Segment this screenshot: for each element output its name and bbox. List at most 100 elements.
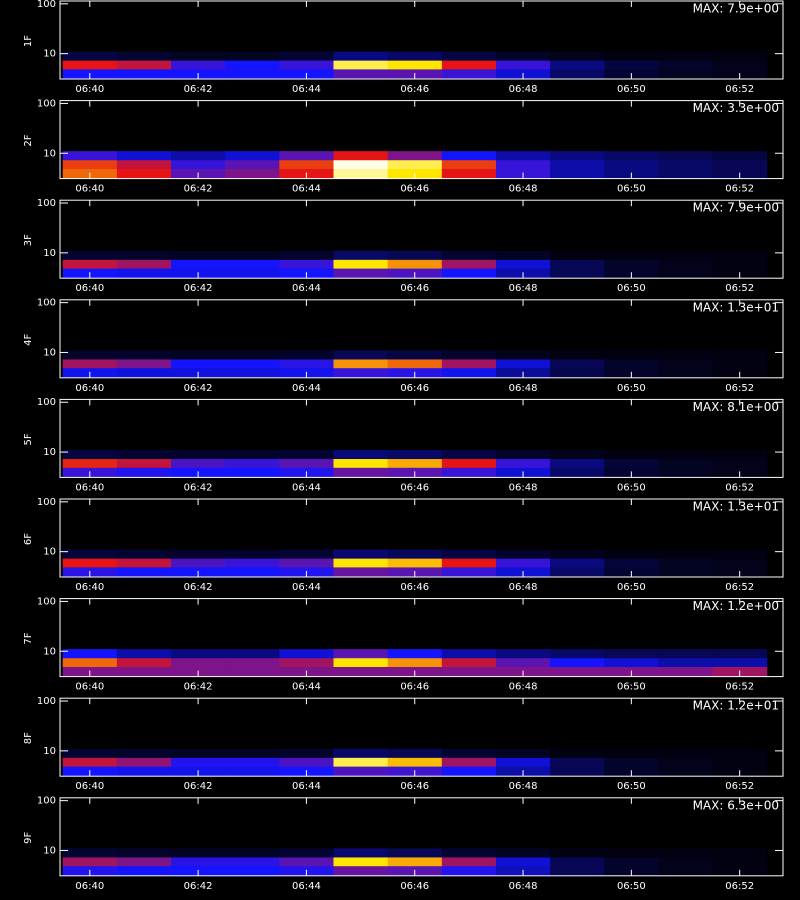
- axis-frame: [59, 697, 784, 777]
- x-tick-label: 06:40: [75, 383, 104, 394]
- heat-cell: [387, 649, 443, 659]
- heat-cell: [279, 51, 334, 61]
- heat-cell: [441, 848, 497, 858]
- y-tick-label: 10: [43, 746, 56, 757]
- x-tick-label: 06:42: [184, 84, 213, 95]
- x-tick-label: 06:44: [292, 283, 321, 294]
- heat-cell: [604, 649, 659, 659]
- x-tick-label: 06:52: [725, 582, 754, 593]
- heat-cell: [225, 857, 280, 867]
- heat-cell: [712, 60, 768, 70]
- annotation: MAX: 7.9e+00: [693, 2, 779, 16]
- heat-cell: [279, 458, 334, 468]
- heat-cell: [387, 458, 443, 468]
- annotation: MAX: 8.1e+00: [693, 400, 779, 414]
- heat-cell: [550, 51, 605, 61]
- x-tick-label: 06:48: [509, 582, 538, 593]
- heat-cell: [495, 848, 551, 858]
- x-tick-label: 06:46: [400, 184, 429, 195]
- heat-cell: [279, 159, 334, 169]
- heat-cell: [387, 250, 443, 260]
- x-tick-label: 06:42: [184, 482, 213, 493]
- x-tick-label: 06:52: [725, 84, 754, 95]
- heat-cell: [171, 259, 226, 269]
- heat-cell: [658, 458, 714, 468]
- heat-cell: [550, 268, 605, 279]
- heat-cell: [495, 649, 551, 659]
- x-tick-label: 06:40: [75, 283, 104, 294]
- heat-cell: [225, 558, 280, 568]
- heat-cell: [171, 549, 226, 559]
- heat-cell: [171, 159, 226, 169]
- heat-cell: [225, 367, 280, 378]
- heat-cell: [604, 549, 659, 559]
- heat-cell: [441, 60, 497, 70]
- heat-cell: [62, 848, 118, 858]
- x-tick-label: 06:50: [617, 84, 646, 95]
- heat-cell: [712, 250, 768, 260]
- heat-cell: [658, 151, 714, 161]
- heat-cell: [495, 757, 551, 767]
- annotation: MAX: 3.3e+00: [693, 101, 779, 115]
- heat-cell: [495, 51, 551, 61]
- heat-cell: [116, 848, 172, 858]
- heat-cell: [62, 359, 118, 369]
- heat-cell: [225, 458, 280, 468]
- heat-cell: [333, 549, 389, 559]
- heat-cell: [658, 567, 714, 577]
- heat-cell: [62, 151, 118, 161]
- heat-cell: [441, 657, 497, 667]
- heat-cell: [333, 159, 389, 169]
- heat-cell: [550, 549, 605, 559]
- heat-cell: [550, 558, 605, 568]
- heat-cell: [550, 250, 605, 260]
- heat-cell: [441, 567, 497, 577]
- heat-cell: [441, 350, 497, 360]
- heat-cell: [279, 848, 334, 858]
- heat-cell: [387, 558, 443, 568]
- heat-cell: [116, 558, 172, 568]
- heat-cell: [550, 359, 605, 369]
- heat-cell: [712, 350, 768, 360]
- heat-cell: [604, 51, 659, 61]
- annotation: MAX: 6.3e+00: [693, 798, 779, 812]
- heat-cell: [62, 657, 118, 667]
- y-tick-label: 100: [37, 397, 56, 408]
- heat-cell: [116, 159, 172, 169]
- heat-cell: [171, 350, 226, 360]
- heat-cell: [550, 666, 605, 677]
- heat-cell: [712, 649, 768, 659]
- panel: 10 100 06:40 06:42 06:44 06:46 06:48 06:50 06:52…: [23, 796, 784, 892]
- heat-cell: [333, 657, 389, 667]
- axis-frame: [59, 100, 784, 180]
- heat-cell: [225, 467, 280, 478]
- heat-cell: [658, 549, 714, 559]
- heat-cell: [550, 159, 605, 169]
- annotation: MAX: 1.3e+01: [693, 300, 779, 314]
- heat-cell: [604, 558, 659, 568]
- heat-cell: [658, 649, 714, 659]
- heat-cell: [658, 748, 714, 758]
- heat-cell: [279, 757, 334, 767]
- x-tick-label: 06:50: [617, 682, 646, 693]
- heat-cell: [225, 350, 280, 360]
- heat-cell: [116, 168, 172, 179]
- heat-cell: [116, 151, 172, 161]
- heat-cell: [658, 666, 714, 677]
- heat-cell: [604, 748, 659, 758]
- heat-cell: [441, 865, 497, 876]
- heat-cell: [658, 848, 714, 858]
- heat-cell: [604, 857, 659, 867]
- x-tick-label: 06:42: [184, 582, 213, 593]
- heat-cell: [495, 250, 551, 260]
- x-tick-label: 06:48: [509, 881, 538, 892]
- heat-cell: [441, 69, 497, 79]
- x-tick-label: 06:46: [400, 84, 429, 95]
- x-tick-label: 06:48: [509, 184, 538, 195]
- heat-cell: [658, 250, 714, 260]
- y-axis-label: 3F: [23, 234, 34, 246]
- heat-cell: [171, 359, 226, 369]
- y-tick-label: 10: [43, 49, 56, 60]
- heat-cell: [116, 757, 172, 767]
- y-tick-label: 10: [43, 347, 56, 358]
